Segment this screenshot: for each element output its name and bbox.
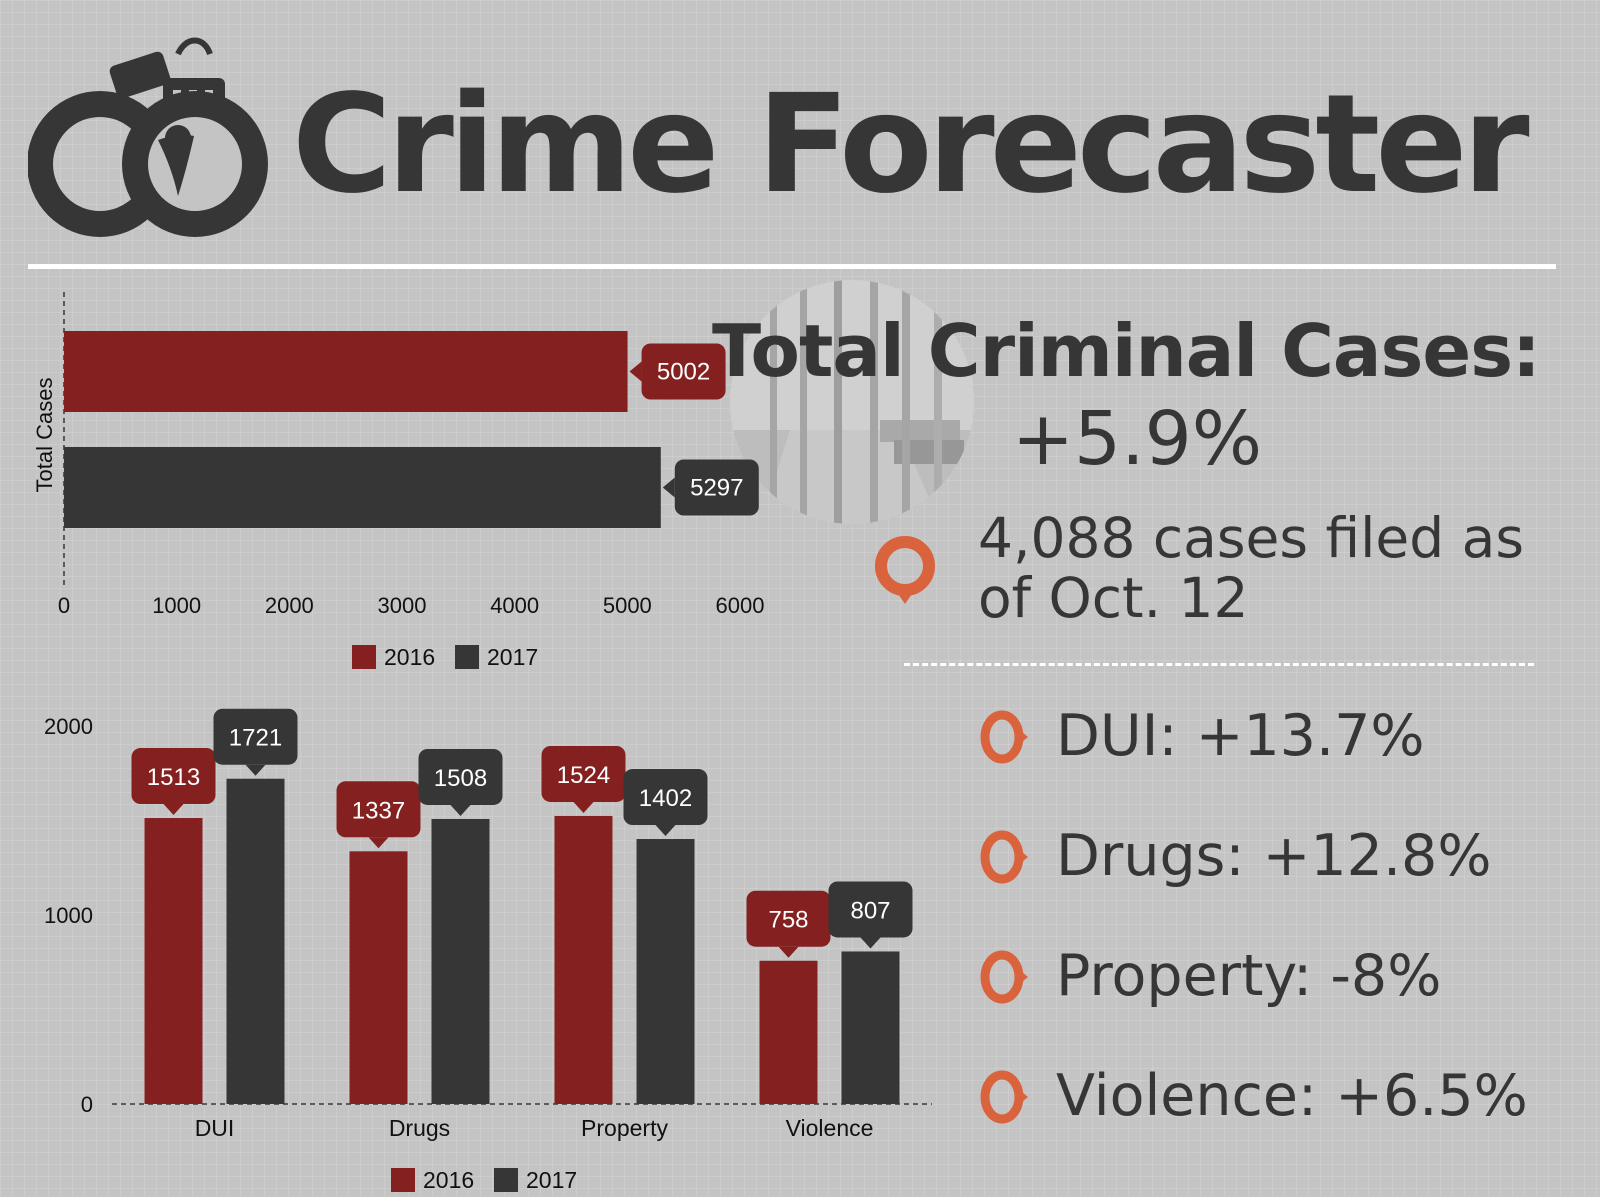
legend-label-2017: 2017 bbox=[526, 1167, 577, 1193]
map-pin-icon bbox=[875, 536, 935, 604]
data-label-box bbox=[623, 769, 708, 826]
data-label-box bbox=[541, 745, 626, 802]
legend-label-2017: 2017 bbox=[487, 644, 538, 670]
x-tick-label: Drugs bbox=[389, 1115, 450, 1141]
data-label-pointer bbox=[450, 804, 471, 816]
data-label-box bbox=[336, 781, 421, 838]
legend-swatch-2016 bbox=[391, 1168, 415, 1192]
bar-drugs-2016 bbox=[349, 851, 408, 1104]
data-label-pointer bbox=[629, 361, 642, 382]
section-divider bbox=[904, 663, 1534, 666]
data-label-pointer bbox=[368, 837, 389, 849]
data-label-drugs-2017: 1508 bbox=[434, 765, 487, 792]
total-cases-heading: Total Criminal Cases: bbox=[712, 309, 1541, 393]
bar-violence-2017 bbox=[841, 951, 900, 1104]
bar-2016 bbox=[64, 331, 628, 412]
ring-icon bbox=[980, 1070, 1028, 1124]
legend-label-2016: 2016 bbox=[423, 1167, 474, 1193]
ring-icon bbox=[980, 830, 1028, 884]
data-label-box bbox=[746, 890, 831, 947]
y-tick-label: 0 bbox=[81, 1092, 93, 1117]
data-label-pointer bbox=[662, 477, 675, 498]
legend-swatch-2016 bbox=[352, 645, 376, 669]
data-label-box bbox=[674, 459, 759, 516]
ring-icon bbox=[980, 950, 1028, 1004]
bar-dui-2017 bbox=[226, 778, 285, 1104]
data-label-drugs-2016: 1337 bbox=[352, 797, 405, 824]
change-label-dui: DUI: +13.7% bbox=[1056, 703, 1425, 769]
data-label-pointer bbox=[860, 937, 881, 949]
total-cases-bar-chart: Total Cases 0 1000 2000 3000 4000 5000 6000 5002… bbox=[32, 292, 765, 670]
bar-property-2017 bbox=[636, 839, 695, 1104]
bar-property-2016 bbox=[554, 815, 613, 1104]
data-label-pointer bbox=[245, 764, 266, 776]
bar-drugs-2017 bbox=[431, 818, 490, 1104]
y-axis-label: Total Cases bbox=[32, 378, 57, 493]
bar-violence-2016 bbox=[759, 960, 818, 1104]
x-tick-label: Violence bbox=[786, 1115, 874, 1141]
cases-filed-text: 4,088 cases filed as of Oct. 12 bbox=[978, 506, 1525, 630]
data-label-pointer bbox=[778, 946, 799, 958]
x-tick-label: 0 bbox=[58, 593, 70, 618]
x-tick-label: 5000 bbox=[603, 593, 652, 618]
change-label-violence: Violence: +6.5% bbox=[1056, 1063, 1528, 1129]
data-label-dui-2016: 1513 bbox=[147, 764, 200, 791]
legend-label-2016: 2016 bbox=[384, 644, 435, 670]
y-tick-label: 1000 bbox=[44, 903, 93, 928]
data-label-pointer bbox=[573, 801, 594, 813]
data-label-box bbox=[131, 748, 216, 805]
x-tick-label: 2000 bbox=[265, 593, 314, 618]
x-tick-label: Property bbox=[581, 1115, 668, 1141]
y-tick-label: 2000 bbox=[44, 714, 93, 739]
data-label-pointer bbox=[655, 825, 676, 837]
change-label-property: Property: -8% bbox=[1056, 943, 1442, 1009]
bar-2017 bbox=[64, 447, 661, 528]
page-title: Crime Forecaster bbox=[292, 66, 1530, 224]
x-tick-label: 6000 bbox=[716, 593, 765, 618]
data-label-2017: 5297 bbox=[690, 475, 743, 502]
handcuffs-icon bbox=[28, 37, 268, 237]
data-label-violence-2016: 758 bbox=[768, 907, 808, 934]
data-label-box bbox=[418, 748, 503, 805]
data-label-property-2016: 1524 bbox=[557, 762, 610, 789]
data-label-dui-2017: 1721 bbox=[229, 725, 282, 752]
legend-swatch-2017 bbox=[455, 645, 479, 669]
x-tick-label: 4000 bbox=[490, 593, 539, 618]
ring-icon bbox=[980, 710, 1028, 764]
legend-swatch-2017 bbox=[494, 1168, 518, 1192]
data-label-pointer bbox=[163, 804, 184, 816]
data-label-violence-2017: 807 bbox=[850, 897, 890, 924]
data-label-box bbox=[213, 708, 298, 765]
total-cases-change: +5.9% bbox=[1012, 396, 1263, 482]
title-divider bbox=[28, 264, 1556, 269]
data-label-box bbox=[641, 343, 726, 400]
x-tick-label: 3000 bbox=[378, 593, 427, 618]
x-tick-label: DUI bbox=[195, 1115, 235, 1141]
change-label-drugs: Drugs: +12.8% bbox=[1056, 823, 1492, 889]
category-bar-chart: 0 1000 2000 DUI 1513 1721 Drugs 1337 1508 Propert… bbox=[44, 708, 932, 1193]
x-tick-label: 1000 bbox=[152, 593, 201, 618]
data-label-2016: 5002 bbox=[657, 359, 710, 386]
bar-dui-2016 bbox=[144, 818, 203, 1104]
data-label-property-2017: 1402 bbox=[639, 785, 692, 812]
jail-cell-photo bbox=[730, 280, 974, 524]
data-label-box bbox=[828, 881, 913, 938]
